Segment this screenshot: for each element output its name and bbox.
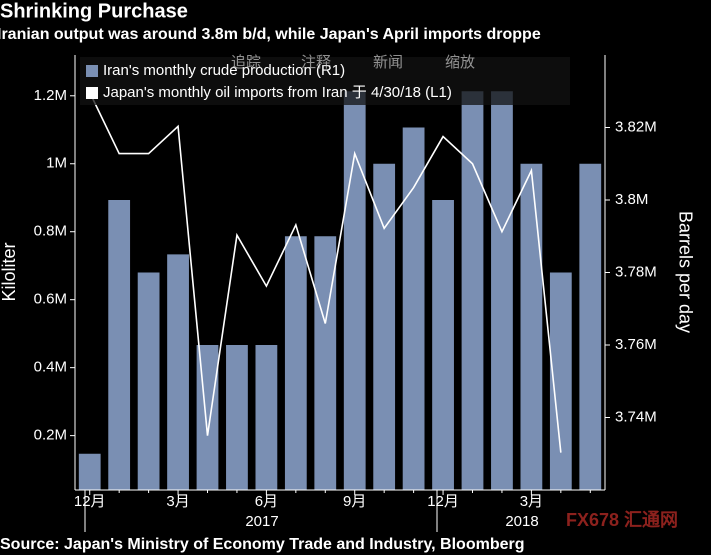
bar	[314, 236, 337, 490]
legend-label: Japan's monthly oil imports from Iran 于 …	[103, 84, 452, 101]
bar	[491, 91, 513, 490]
x-tick-label: 12月	[74, 493, 106, 510]
bar	[432, 200, 454, 490]
bar	[579, 163, 602, 490]
toolbar-button[interactable]: 新闻	[373, 54, 403, 71]
bar	[108, 200, 131, 490]
y-tick-label: 1M	[46, 155, 67, 172]
bar	[137, 272, 160, 490]
year-label: 2018	[505, 513, 538, 530]
y2-tick-label: 3.74M	[615, 408, 657, 425]
legend-swatch	[86, 87, 98, 99]
bar	[402, 127, 425, 490]
y-tick-label: 0.4M	[34, 359, 67, 376]
line	[89, 92, 562, 453]
y2-tick-label: 3.8M	[615, 191, 648, 208]
bar	[167, 254, 189, 490]
bar	[461, 91, 484, 490]
bar	[284, 236, 307, 490]
y-tick-label: 0.6M	[34, 291, 67, 308]
year-label: 2017	[245, 513, 278, 530]
x-tick-label: 12月	[427, 493, 459, 510]
legend-label: Iran's monthly crude production (R1)	[103, 62, 345, 79]
y-tick-label: 0.8M	[34, 223, 67, 240]
source: Source: Japan's Ministry of Economy Trad…	[0, 536, 525, 553]
y-axis-label: Kiloliter	[0, 242, 19, 301]
toolbar-button[interactable]: 注释	[301, 54, 331, 71]
bar	[520, 163, 543, 490]
bar	[343, 91, 366, 490]
y2-tick-label: 3.82M	[615, 118, 657, 135]
bar	[78, 453, 101, 490]
y2-tick-label: 3.78M	[615, 263, 657, 280]
chart-subtitle: Iranian output was around 3.8m b/d, whil…	[0, 26, 541, 43]
bar	[255, 345, 278, 490]
watermark: FX678 汇通网	[566, 510, 678, 530]
x-tick-label: 3月	[520, 493, 543, 510]
bar	[226, 345, 248, 490]
legend-box	[80, 57, 570, 105]
y2-tick-label: 3.76M	[615, 336, 657, 353]
y2-axis-label: Barrels per day	[675, 211, 695, 333]
y-tick-label: 1.2M	[34, 87, 67, 104]
bar	[373, 163, 396, 490]
toolbar-button[interactable]: 缩放	[445, 54, 475, 71]
x-tick-label: 3月	[166, 493, 189, 510]
x-tick-label: 6月	[255, 493, 278, 510]
x-tick-label: 9月	[343, 493, 366, 510]
y-tick-label: 0.2M	[34, 427, 67, 444]
toolbar-button[interactable]: 追踪	[231, 54, 261, 71]
bar	[549, 272, 572, 490]
chart-title: Shrinking Purchase	[0, 0, 188, 22]
legend-swatch	[86, 65, 98, 77]
bar	[196, 345, 219, 490]
